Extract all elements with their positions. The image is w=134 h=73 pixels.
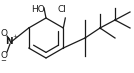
Text: HO: HO bbox=[31, 5, 45, 15]
Text: O: O bbox=[1, 51, 8, 59]
Text: −: − bbox=[0, 58, 6, 64]
Text: O: O bbox=[1, 28, 8, 38]
Text: +: + bbox=[12, 35, 18, 39]
Text: N: N bbox=[5, 38, 13, 47]
Text: Cl: Cl bbox=[58, 5, 66, 15]
